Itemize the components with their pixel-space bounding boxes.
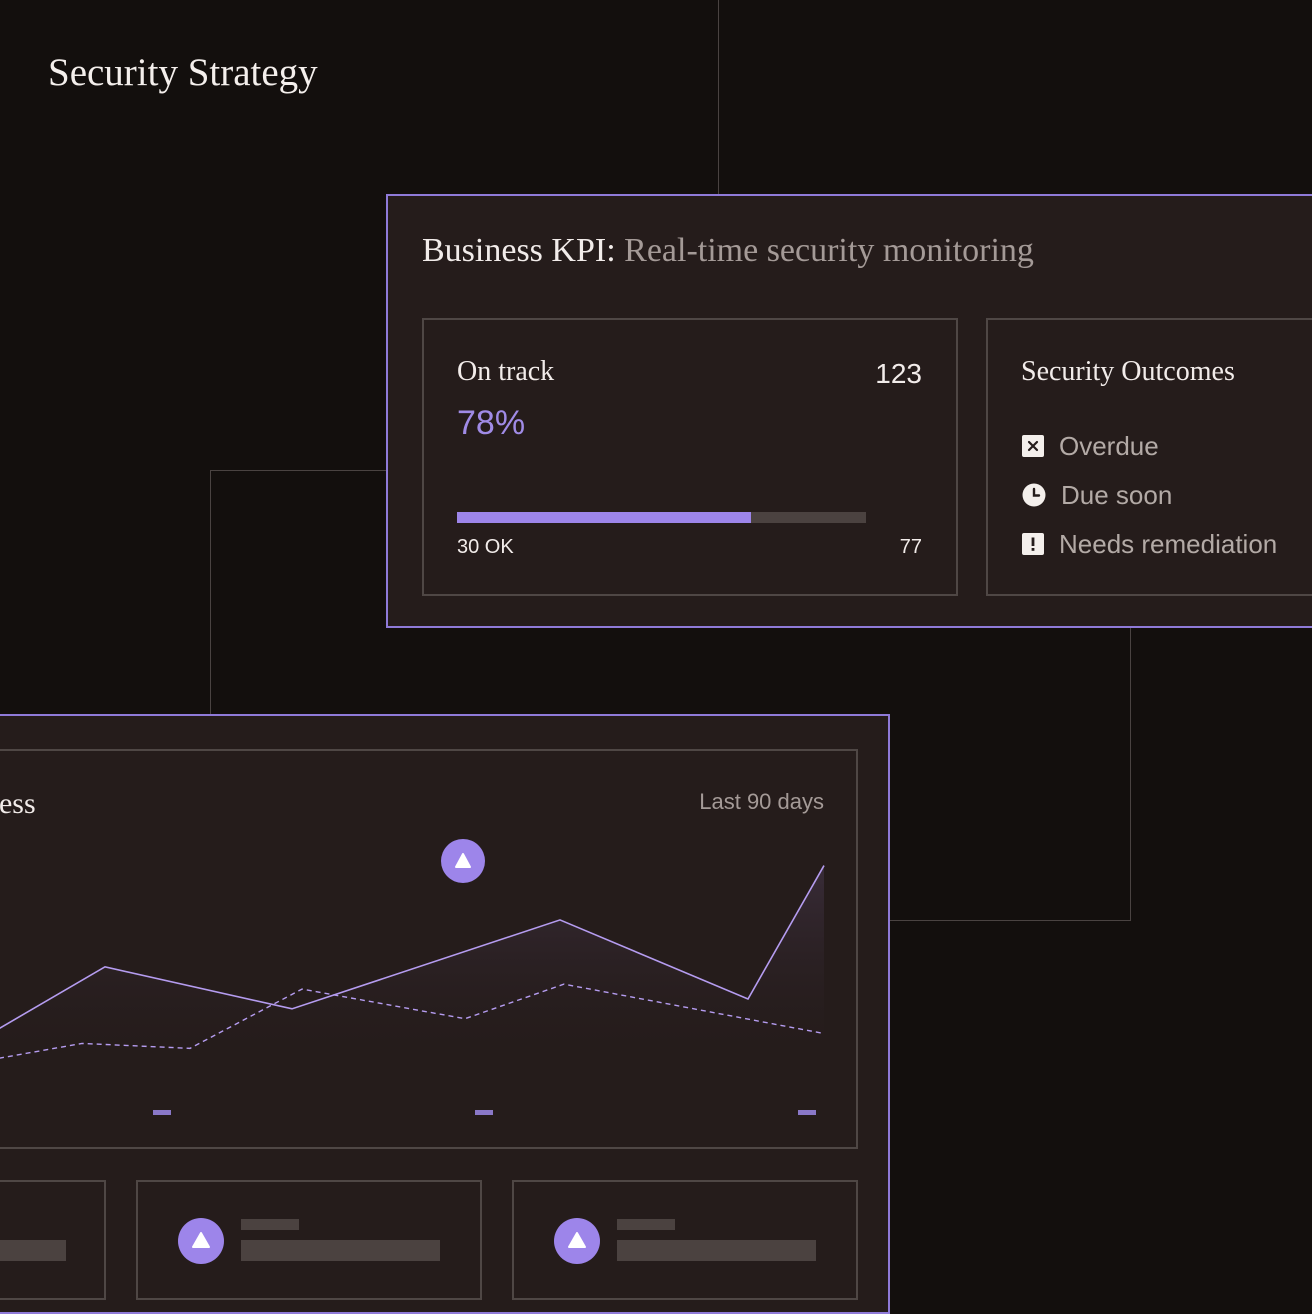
summary-card[interactable] <box>512 1180 858 1300</box>
kpi-heading: Business KPI: Real-time security monitor… <box>422 232 1034 270</box>
placeholder-bar <box>617 1219 675 1230</box>
summary-card[interactable] <box>0 1180 106 1300</box>
placeholder-bar <box>0 1240 66 1261</box>
chart-title: gress <box>0 787 36 820</box>
x-axis-tick <box>798 1110 816 1115</box>
series-line-primary <box>0 865 825 1029</box>
date-range-label[interactable]: Last 90 days <box>699 789 824 814</box>
placeholder-bar <box>241 1240 440 1261</box>
kpi-heading-prefix: Business KPI: <box>422 232 616 269</box>
progress-fill <box>457 512 752 523</box>
outcome-item-due-soon[interactable]: Due soon <box>1022 479 1173 510</box>
summary-card[interactable] <box>136 1180 482 1300</box>
series-area <box>0 865 824 1048</box>
on-track-percent: 78% <box>457 404 526 442</box>
progress-min-label: 30 OK <box>457 536 514 558</box>
alert-badge <box>178 1218 224 1264</box>
placeholder-bar <box>241 1219 299 1230</box>
progress-chart-card: gress Last 90 days <box>0 749 858 1149</box>
alert-badge <box>554 1218 600 1264</box>
close-box-icon <box>1022 435 1044 457</box>
outcome-label: Due soon <box>1061 479 1173 510</box>
progress-chart <box>0 839 825 1115</box>
kpi-heading-suffix: Real-time security monitoring <box>624 232 1034 269</box>
on-track-count: 123 <box>875 358 922 389</box>
x-axis-tick <box>153 1110 171 1115</box>
chart-marker-badge[interactable] <box>441 839 485 883</box>
connector-line <box>210 470 387 715</box>
connector-line <box>718 0 719 194</box>
page-title: Security Strategy <box>48 51 318 94</box>
outcome-label: Needs remediation <box>1059 528 1278 559</box>
outcome-item-overdue[interactable]: Overdue <box>1022 430 1159 461</box>
progress-panel: gress Last 90 days <box>0 714 890 1314</box>
series-line-secondary <box>0 983 825 1059</box>
connector-line <box>890 628 1131 921</box>
on-track-label: On track <box>457 356 555 387</box>
outcome-label: Overdue <box>1059 430 1159 461</box>
progress-max-label: 77 <box>899 536 922 558</box>
outcome-item-needs-remediation[interactable]: Needs remediation <box>1022 528 1278 559</box>
security-outcomes-card: Security Outcomes Overdue Due soon Needs… <box>986 318 1312 596</box>
outcomes-title: Security Outcomes <box>1021 356 1235 387</box>
progress-track <box>457 512 866 523</box>
triangle-up-icon <box>455 853 471 868</box>
kpi-panel: Business KPI: Real-time security monitor… <box>386 194 1312 628</box>
placeholder-bar <box>617 1240 816 1261</box>
x-axis-tick <box>475 1110 493 1115</box>
triangle-up-icon <box>568 1232 586 1248</box>
triangle-up-icon <box>192 1232 210 1248</box>
on-track-card[interactable]: On track 123 78% 30 OK 77 <box>422 318 958 596</box>
clock-icon <box>1022 483 1046 507</box>
exclamation-icon <box>1022 533 1044 555</box>
